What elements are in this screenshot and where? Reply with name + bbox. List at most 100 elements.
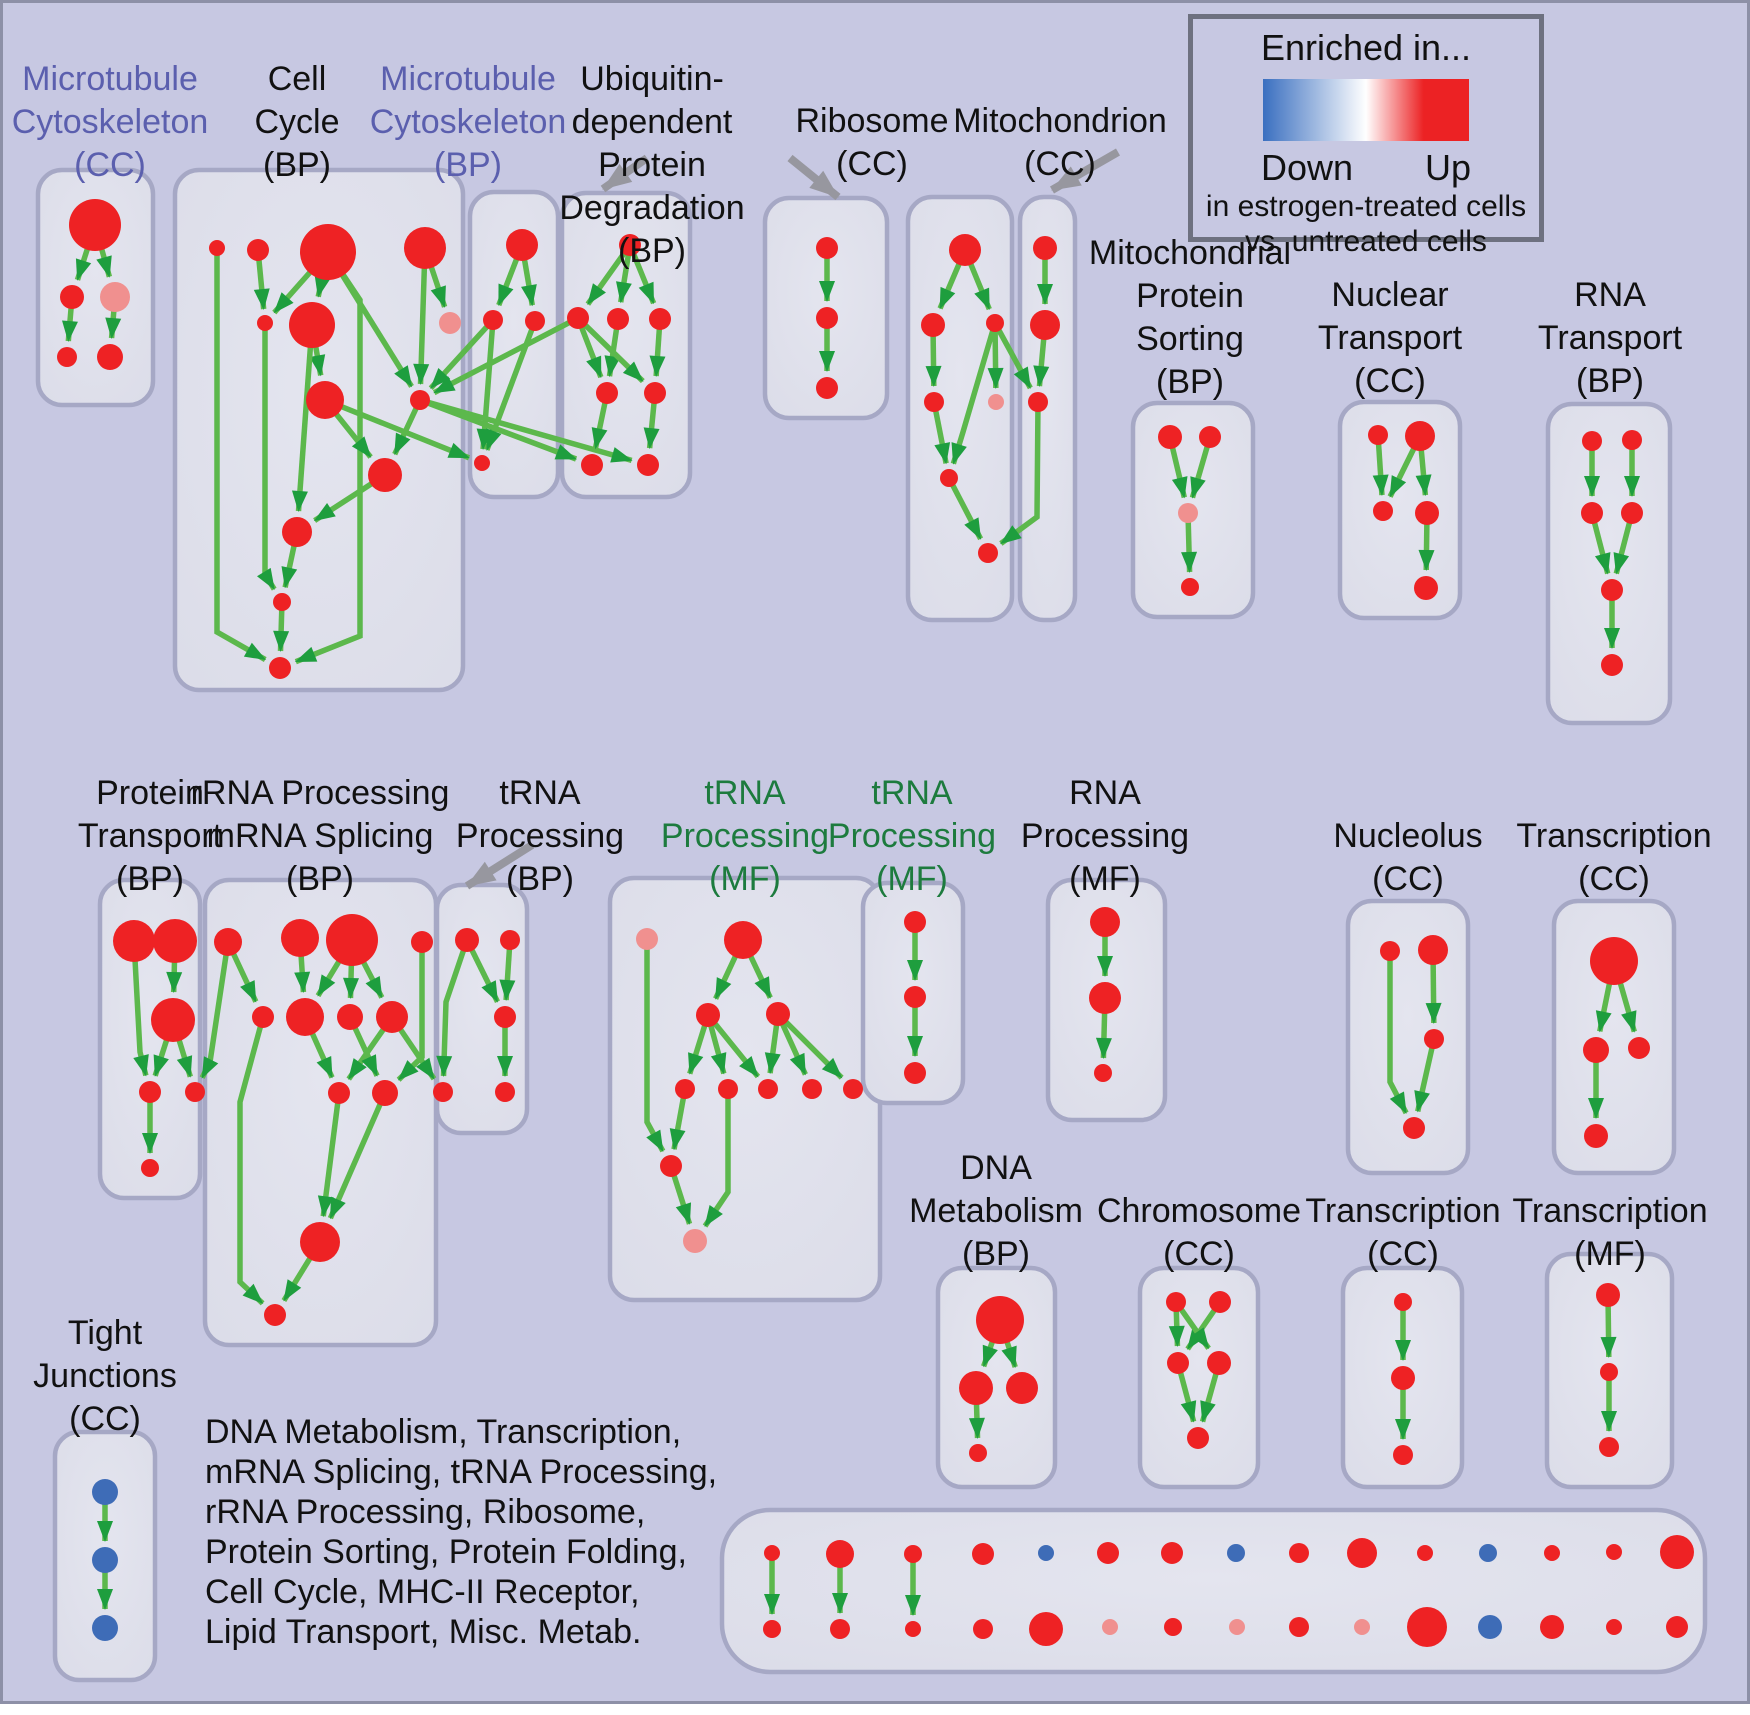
go-term-node-tm3 bbox=[1599, 1437, 1619, 1457]
go-term-node-pt2 bbox=[153, 919, 197, 963]
go-term-node-x12 bbox=[1478, 1615, 1502, 1639]
go-term-node-o3 bbox=[1424, 1029, 1444, 1049]
cluster-label-ubiquitin: Ubiquitin- dependent Protein Degradation… bbox=[559, 60, 745, 270]
go-term-node-g7 bbox=[758, 1079, 778, 1099]
go-term-node-r7 bbox=[978, 543, 998, 563]
edge-u1-u2 bbox=[585, 243, 633, 306]
go-term-node-u3 bbox=[607, 308, 629, 330]
cluster-label-mito-protein-sorting: Mitochondrial Protein Sorting (BP) bbox=[1088, 234, 1292, 401]
edge-m2-m4 bbox=[476, 319, 496, 451]
legend-condition-line-2: vs. untreated cells bbox=[1245, 225, 1487, 258]
cluster-label-protein-transport: Protein Transport (BP) bbox=[77, 774, 223, 898]
go-term-node-w6 bbox=[1097, 1542, 1119, 1564]
go-term-node-w14 bbox=[1606, 1544, 1622, 1560]
go-term-node-mt2 bbox=[1030, 310, 1060, 340]
go-term-node-c14 bbox=[269, 657, 291, 679]
go-term-node-c2 bbox=[247, 239, 269, 261]
annotation-arrow-1 bbox=[600, 154, 650, 193]
go-term-node-c12 bbox=[282, 517, 312, 547]
edge-n5-n12 bbox=[237, 1016, 266, 1306]
edge-u2-c9 bbox=[432, 315, 580, 396]
go-term-node-u1 bbox=[619, 234, 641, 256]
go-term-node-ch5 bbox=[1187, 1427, 1209, 1449]
go-term-node-tj1 bbox=[92, 1479, 118, 1505]
legend-axis-labels: Down Up bbox=[1261, 147, 1471, 189]
go-term-node-o4 bbox=[1403, 1117, 1425, 1139]
edge-r3-r6 bbox=[950, 322, 998, 465]
legend-down-label: Down bbox=[1261, 147, 1354, 188]
go-term-node-d1 bbox=[976, 1296, 1024, 1344]
cluster-box-mitochondrion bbox=[1017, 194, 1078, 623]
color-legend: Enriched in... Down Up in estrogen-treat… bbox=[1188, 14, 1544, 258]
go-term-node-r4 bbox=[924, 392, 944, 412]
go-term-node-pt1 bbox=[113, 920, 155, 962]
go-term-node-tb5 bbox=[495, 1082, 515, 1102]
edge-g4-g9 bbox=[776, 1012, 844, 1080]
go-term-node-u10 bbox=[637, 454, 659, 476]
go-term-node-g9 bbox=[843, 1079, 863, 1099]
edge-r3-r5 bbox=[987, 322, 1004, 390]
edge-g6-g11 bbox=[702, 1089, 731, 1228]
go-term-node-tb3 bbox=[494, 1006, 516, 1028]
go-term-node-m3 bbox=[525, 311, 545, 331]
edge-c8-m4 bbox=[323, 397, 471, 461]
go-term-node-x4 bbox=[973, 1619, 993, 1639]
cluster-box-transcription-cc-mid bbox=[1551, 898, 1677, 1176]
go-term-node-nt1 bbox=[1368, 425, 1388, 445]
go-term-node-c6 bbox=[289, 302, 335, 348]
edge-c5-c13 bbox=[256, 323, 277, 591]
go-term-node-n8 bbox=[376, 1001, 408, 1033]
go-term-node-g8 bbox=[802, 1079, 822, 1099]
go-term-node-r5 bbox=[988, 394, 1004, 410]
legend-gradient-bar bbox=[1263, 79, 1469, 141]
go-term-node-w10 bbox=[1347, 1538, 1377, 1568]
go-term-node-n1 bbox=[214, 928, 242, 956]
go-term-node-m4 bbox=[474, 455, 490, 471]
go-term-node-v1 bbox=[816, 237, 838, 259]
cluster-box-microtubule-cc bbox=[35, 167, 156, 408]
go-term-node-c7 bbox=[439, 312, 461, 334]
edge-m3-m4 bbox=[484, 320, 538, 451]
cluster-label-transcription-cc-mid: Transcription (CC) bbox=[1516, 817, 1712, 898]
go-term-node-q1 bbox=[1090, 907, 1120, 937]
go-term-node-tb1 bbox=[455, 928, 479, 952]
go-term-node-n5 bbox=[252, 1006, 274, 1028]
go-term-node-x13 bbox=[1540, 1615, 1564, 1639]
cluster-label-ribosome: Ribosome (CC) bbox=[795, 102, 949, 183]
legend-title: Enriched in... bbox=[1260, 27, 1472, 68]
go-term-node-w4 bbox=[972, 1543, 994, 1565]
go-term-node-x5 bbox=[1029, 1612, 1063, 1646]
go-term-node-s1 bbox=[1590, 937, 1638, 985]
go-term-node-ch1 bbox=[1166, 1292, 1186, 1312]
go-term-node-c1 bbox=[209, 240, 225, 256]
cluster-box-ubiquitin-a bbox=[559, 190, 693, 500]
go-term-node-n9 bbox=[328, 1082, 350, 1104]
go-term-node-nt4 bbox=[1415, 501, 1439, 525]
go-term-node-mt1 bbox=[1033, 236, 1057, 260]
go-term-node-w12 bbox=[1479, 1544, 1497, 1562]
legend-up-label: Up bbox=[1424, 147, 1471, 188]
go-term-node-nt2 bbox=[1405, 421, 1435, 451]
cluster-box-cell-cycle bbox=[172, 167, 466, 693]
go-term-node-v2 bbox=[816, 307, 838, 329]
go-term-node-pt6 bbox=[141, 1159, 159, 1177]
go-term-node-q3 bbox=[1094, 1064, 1112, 1082]
go-term-node-u9 bbox=[581, 454, 603, 476]
go-term-node-n7 bbox=[337, 1004, 363, 1030]
go-term-node-tb2 bbox=[500, 930, 520, 950]
go-term-node-n11 bbox=[300, 1222, 340, 1262]
go-term-node-m2 bbox=[483, 310, 503, 330]
go-term-node-ch2 bbox=[1209, 1291, 1231, 1313]
go-term-node-w1 bbox=[764, 1545, 780, 1561]
go-term-node-x2 bbox=[830, 1619, 850, 1639]
go-term-node-p3 bbox=[1178, 503, 1198, 523]
edge-r4-r6 bbox=[931, 401, 951, 465]
go-term-node-c5 bbox=[257, 315, 273, 331]
go-term-node-r6 bbox=[940, 469, 958, 487]
go-term-node-pt3 bbox=[151, 998, 195, 1042]
go-term-node-w7 bbox=[1161, 1542, 1183, 1564]
edge-n1-pt5 bbox=[199, 941, 231, 1079]
edge-c3-c14 bbox=[294, 250, 363, 665]
annotation-arrow-3 bbox=[1050, 148, 1120, 194]
